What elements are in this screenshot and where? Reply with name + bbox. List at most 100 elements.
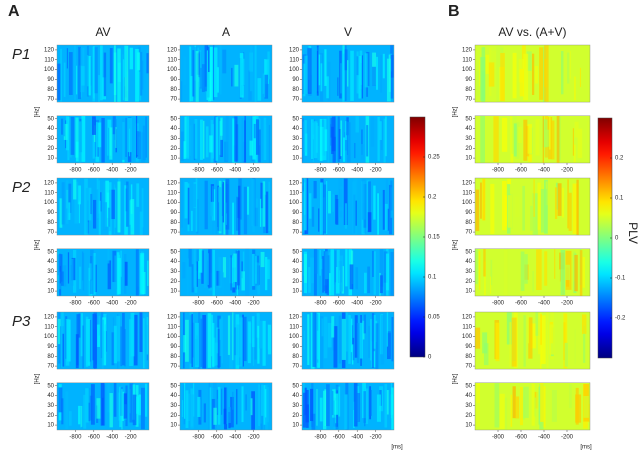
heatmap-texture [323,251,326,292]
heatmap-texture [267,324,272,355]
heatmap-texture [476,70,479,97]
heatmap-texture [123,393,127,419]
heatmap-texture [538,386,541,425]
heatmap-texture [193,182,198,208]
heatmap-texture [121,389,123,430]
heatmap-texture [213,407,217,425]
heatmap-texture [88,402,91,422]
heatmap-texture [78,313,81,338]
heatmap-texture [87,187,92,221]
heatmap-texture [219,318,223,357]
heatmap-texture [328,252,331,292]
heatmap-texture [193,123,196,161]
heatmap-texture [200,67,204,89]
heatmap-texture [189,46,192,102]
heatmap-texture [537,182,541,230]
heatmap-texture [303,63,306,97]
heatmap-texture [376,394,381,422]
y-tick-label: 90 [465,344,472,350]
heatmap-texture [208,382,210,430]
heatmap-texture [217,187,222,232]
heatmap-texture [135,48,139,102]
heatmap-texture [241,118,244,163]
heatmap-texture [323,316,328,359]
y-tick-label: 110 [462,57,472,63]
x-axis-label: [ms] [391,445,403,451]
heatmap-texture [540,315,546,365]
y-tick-label: 20 [47,413,54,419]
heatmap-texture [141,188,144,228]
heatmap-texture [531,53,535,95]
heatmap-texture [524,254,528,284]
heatmap-texture [542,116,544,163]
y-tick-label: 20 [170,413,177,419]
heatmap-texture [229,315,233,369]
heatmap-texture [519,68,525,97]
heatmap-texture [317,125,320,160]
heatmap-texture [75,141,79,162]
heatmap-texture [112,250,117,283]
heatmap-texture [493,116,499,162]
heatmap-texture [490,276,492,294]
y-tick-label: 90 [465,77,472,83]
heatmap-block [301,44,395,103]
heatmap-texture [93,312,98,369]
heatmap-texture [67,202,71,220]
colorbar-tick-label: 0.1 [615,196,624,202]
y-tick-label: 70 [170,97,177,103]
heatmap-texture [475,385,480,427]
heatmap-texture [319,118,323,162]
heatmap-texture [503,397,508,430]
heatmap-texture [568,192,572,231]
heatmap-texture [350,318,353,353]
x-tick-label: -800 [314,301,327,307]
heatmap-texture [244,115,246,163]
heatmap-block [56,115,150,164]
heatmap-texture [512,386,516,419]
heatmap-texture [236,250,240,286]
heatmap-texture [180,81,183,102]
heatmap-texture [534,65,539,84]
x-tick-label: -200 [248,168,261,174]
column-title: AV vs. (A+V) [498,25,566,39]
y-tick-label: 50 [292,116,299,122]
heatmap-texture [327,61,331,101]
heatmap-texture [522,185,525,231]
heatmap-texture [63,123,68,140]
heatmap-texture [138,395,141,416]
heatmap-texture [384,203,388,231]
heatmap-texture [216,67,219,93]
heatmap-texture [527,315,529,344]
heatmap-texture [526,51,532,71]
heatmap-texture [181,400,184,418]
x-tick-label: -200 [248,301,261,307]
x-tick-label: -200 [370,168,383,174]
heatmap-texture [135,115,138,158]
heatmap-texture [183,56,186,86]
heatmap-texture [356,56,360,76]
y-tick-label: 30 [465,136,472,142]
heatmap-texture [322,184,327,234]
heatmap-texture [82,253,85,291]
y-tick-label: 100 [44,67,55,73]
y-tick-label: 100 [167,200,178,206]
heatmap-texture [74,45,76,101]
heatmap-texture [223,408,227,425]
heatmap-texture [90,194,93,215]
heatmap-texture [236,389,238,425]
y-tick-label: 30 [170,403,177,409]
heatmap-texture [197,261,201,279]
heatmap-texture [312,312,317,367]
y-tick-label: 20 [292,413,299,419]
colorbar-tick-label: 0.1 [428,275,437,281]
heatmap-texture [80,47,85,93]
heatmap-texture [254,207,258,227]
heatmap-block [179,382,273,431]
heatmap-texture [88,55,91,96]
heatmap-texture [515,196,520,217]
heatmap-texture [382,53,385,79]
y-tick-label: 40 [47,126,54,132]
heatmap-texture [334,250,337,283]
heatmap-texture [363,391,366,423]
